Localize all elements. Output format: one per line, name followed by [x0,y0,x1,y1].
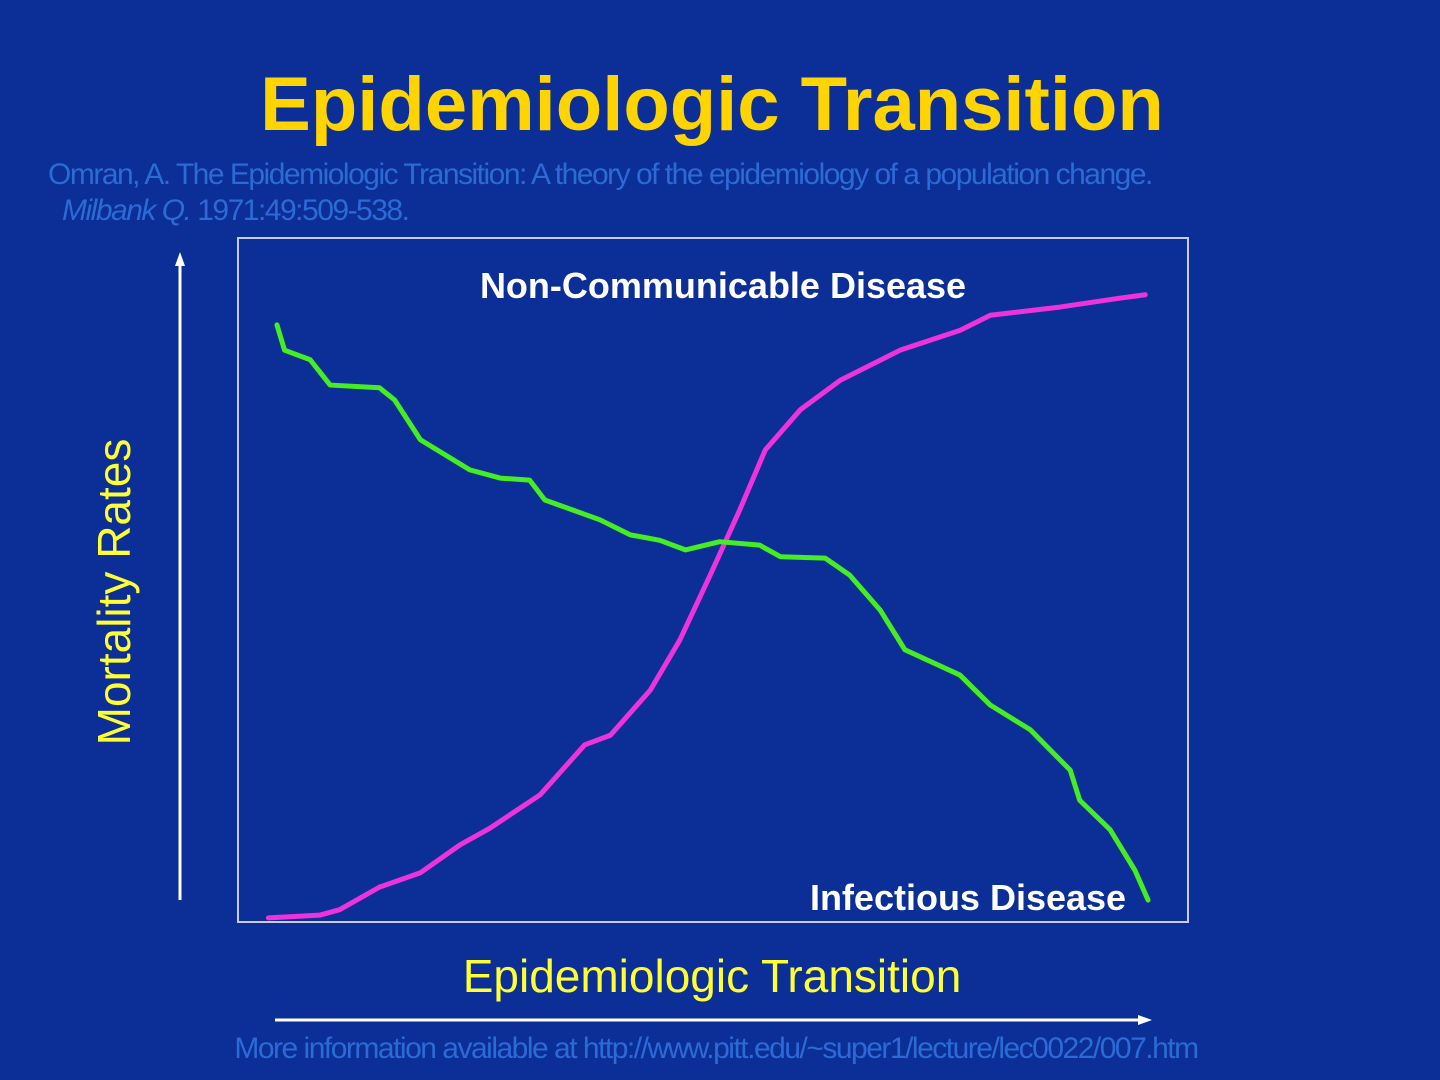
citation-journal: Milbank Q. [62,194,190,227]
title: Epidemiologic Transition [260,62,1164,147]
plot-frame [237,237,1189,923]
series-label: Non-Communicable Disease [480,265,966,306]
x-axis-label: Epidemiologic Transition [463,950,962,1002]
series-label: Infectious Disease [810,877,1126,918]
series-line [265,292,1148,921]
series-line [274,322,1151,903]
citation-source: Milbank Q. 1971:49:509-538. [62,194,408,227]
citation: Omran, A. The Epidemiologic Transition: … [48,158,1152,191]
y-arrow-head [175,252,185,266]
x-arrow-head [1138,1015,1152,1025]
citation-details: 1971:49:509-538. [197,194,408,227]
y-axis-label: Mortality Rates [88,439,140,746]
footer: More information available at http://www… [234,1032,1198,1065]
